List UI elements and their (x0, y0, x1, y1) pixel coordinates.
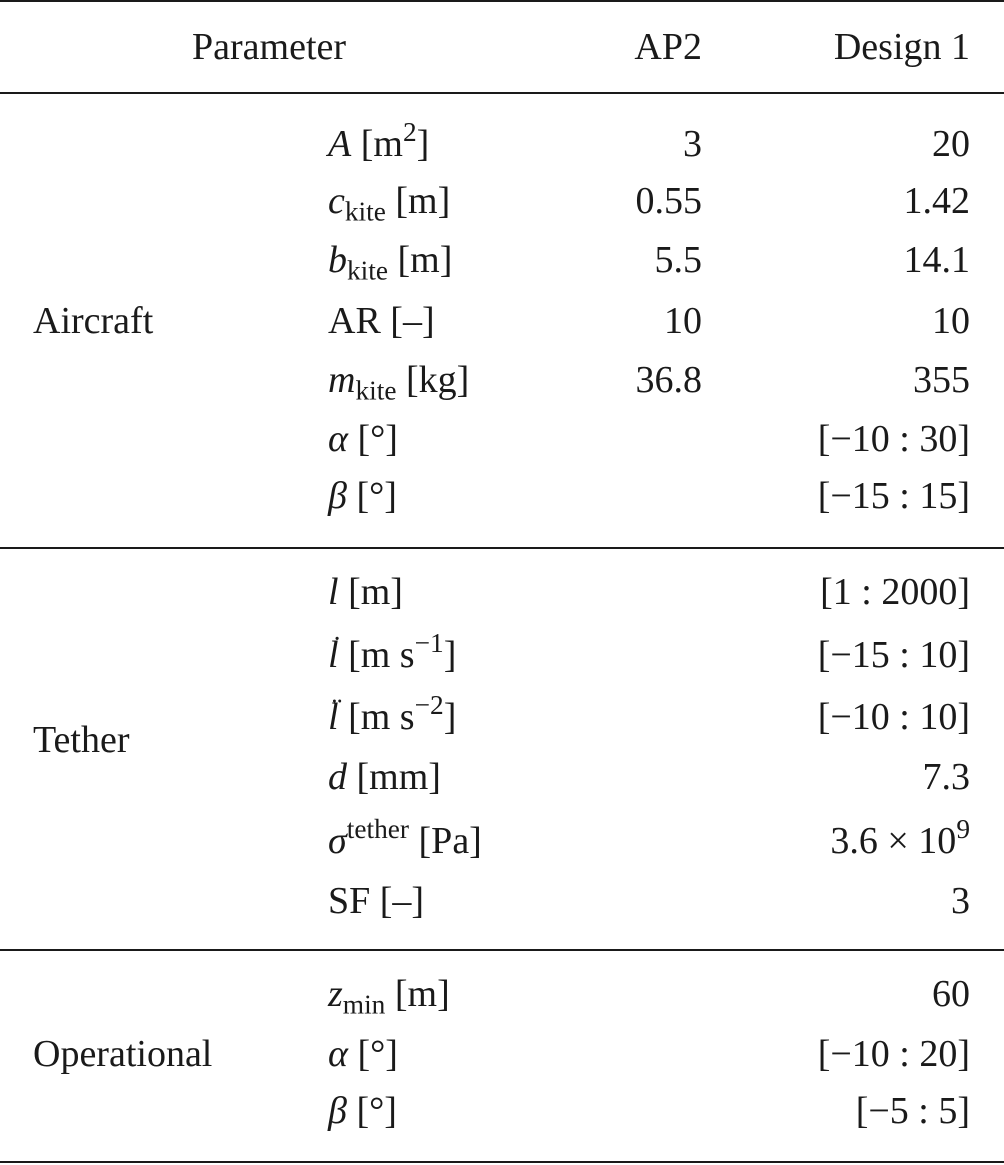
table-row-alpha-aircraft: α [°] [−10 : 30] (0, 416, 1004, 462)
design1-cell: 7.3 (922, 756, 971, 798)
design1-cell: [−15 : 10] (817, 634, 970, 676)
design1-cell: 20 (932, 123, 970, 165)
design1-cell: 3 (951, 880, 970, 922)
header-design1: Design 1 (833, 26, 970, 68)
param-cell: l [m] (328, 571, 403, 613)
param-cell: σtether [Pa] (328, 813, 482, 862)
header-ap2: AP2 (634, 26, 702, 68)
param-cell: β [°] (328, 1090, 397, 1132)
table-row-area: A [m2] 3 20 (0, 116, 1004, 167)
table-row-sigma: σtether [Pa] 3.6 × 109 (0, 813, 1004, 864)
group-label-operational: Operational (33, 1033, 213, 1075)
param-cell: ckite [m] (328, 180, 451, 227)
ap2-cell: 5.5 (654, 239, 703, 281)
header-rule (0, 92, 1004, 94)
table-row-d: d [mm] 7.3 (0, 754, 1004, 800)
param-cell: l ˙ [m s−1] (328, 627, 457, 676)
table-row-beta-aircraft: β [°] [−15 : 15] (0, 473, 1004, 519)
design1-cell: [−10 : 10] (817, 696, 970, 738)
table-row-ldot: l ˙ [m s−1] [−15 : 10] (0, 627, 1004, 678)
param-cell: α [°] (328, 1033, 398, 1075)
design1-cell: [1 : 2000] (820, 571, 970, 613)
ap2-cell: 36.8 (635, 359, 703, 401)
design1-cell: 14.1 (903, 239, 971, 281)
design1-cell: 10 (932, 300, 970, 342)
table-row-alpha-operational: α [°] [−10 : 20] (0, 1031, 1004, 1077)
group-label-aircraft: Aircraft (33, 300, 154, 342)
design1-cell: [−10 : 20] (817, 1033, 970, 1075)
group-rule-operational (0, 949, 1004, 951)
param-cell: SF [–] (328, 880, 425, 922)
top-rule (0, 0, 1004, 2)
design1-cell: 3.6 × 109 (830, 813, 970, 862)
param-cell: mkite [kg] (328, 359, 470, 406)
param-cell: d [mm] (328, 756, 441, 798)
param-cell: l ¨ [m s−2] (328, 689, 457, 738)
header-parameter: Parameter (192, 26, 347, 68)
ap2-cell: 3 (683, 123, 702, 165)
table-row-bkite: bkite [m] 5.5 14.1 (0, 237, 1004, 286)
param-cell: AR [–] (328, 300, 435, 342)
table-row-lddot: l ¨ [m s−2] [−10 : 10] (0, 689, 1004, 740)
group-label-tether: Tether (33, 719, 130, 761)
design1-cell: [−15 : 15] (817, 475, 970, 517)
param-cell: A [m2] (328, 116, 430, 165)
table-row-beta-operational: β [°] [−5 : 5] (0, 1088, 1004, 1134)
design1-cell: [−5 : 5] (855, 1090, 970, 1132)
table-row-sf: SF [–] 3 (0, 878, 1004, 924)
ap2-cell: 10 (664, 300, 702, 342)
param-cell: β [°] (328, 475, 397, 517)
table-row-ar: AR [–] 10 10 (0, 298, 1004, 344)
param-cell: zmin [m] (328, 973, 450, 1020)
param-cell: α [°] (328, 418, 398, 460)
param-cell: bkite [m] (328, 239, 453, 286)
table-row-mkite: mkite [kg] 36.8 355 (0, 357, 1004, 406)
group-rule-tether (0, 547, 1004, 549)
design1-cell: 1.42 (903, 180, 971, 222)
table-row-ckite: ckite [m] 0.55 1.42 (0, 178, 1004, 227)
design1-cell: [−10 : 30] (817, 418, 970, 460)
bottom-rule (0, 1161, 1004, 1163)
table-row-zmin: zmin [m] 60 (0, 971, 1004, 1020)
table-row-l: l [m] [1 : 2000] (0, 569, 1004, 615)
design1-cell: 355 (913, 359, 970, 401)
ap2-cell: 0.55 (635, 180, 703, 222)
design1-cell: 60 (932, 973, 970, 1015)
